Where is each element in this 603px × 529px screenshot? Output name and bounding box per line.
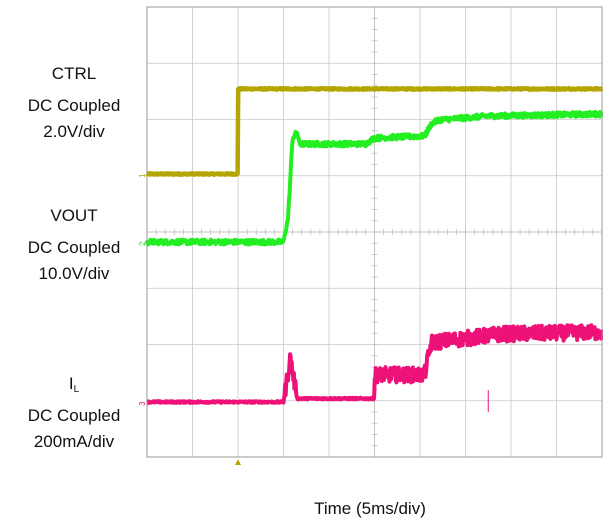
plot-border — [146, 6, 603, 458]
oscilloscope-plot: 1 2 3 — [138, 6, 603, 465]
traces — [145, 85, 603, 412]
ctrl-coupling: DC Coupled — [27, 96, 121, 115]
x-axis-label: Time (5ms/div) — [314, 499, 426, 518]
ground-marker-ch1: 1 — [138, 173, 147, 178]
vout-scale: 10.0V/div — [38, 264, 110, 283]
trace-ch2 — [145, 109, 603, 247]
vout-name: VOUT — [50, 206, 98, 225]
ground-marker-ch3: 3 — [138, 401, 147, 406]
trace-ch3 — [145, 323, 603, 405]
il-scale: 200mA/div — [33, 432, 115, 451]
ctrl-label: CTRL DC Coupled 2.0V/div — [0, 61, 148, 145]
channel-markers: 1 2 3 — [138, 173, 241, 465]
vout-label: VOUT DC Coupled 10.0V/div — [0, 203, 148, 287]
ground-marker-ch2: 2 — [138, 241, 147, 246]
trigger-marker — [235, 459, 241, 465]
ctrl-scale: 2.0V/div — [43, 122, 105, 141]
il-label: IL DC Coupled 200mA/div — [0, 371, 148, 455]
ctrl-name: CTRL — [51, 64, 97, 83]
vout-coupling: DC Coupled — [27, 238, 121, 257]
trace-ch1 — [145, 85, 603, 177]
il-name: IL — [68, 374, 80, 395]
il-coupling: DC Coupled — [27, 406, 121, 425]
